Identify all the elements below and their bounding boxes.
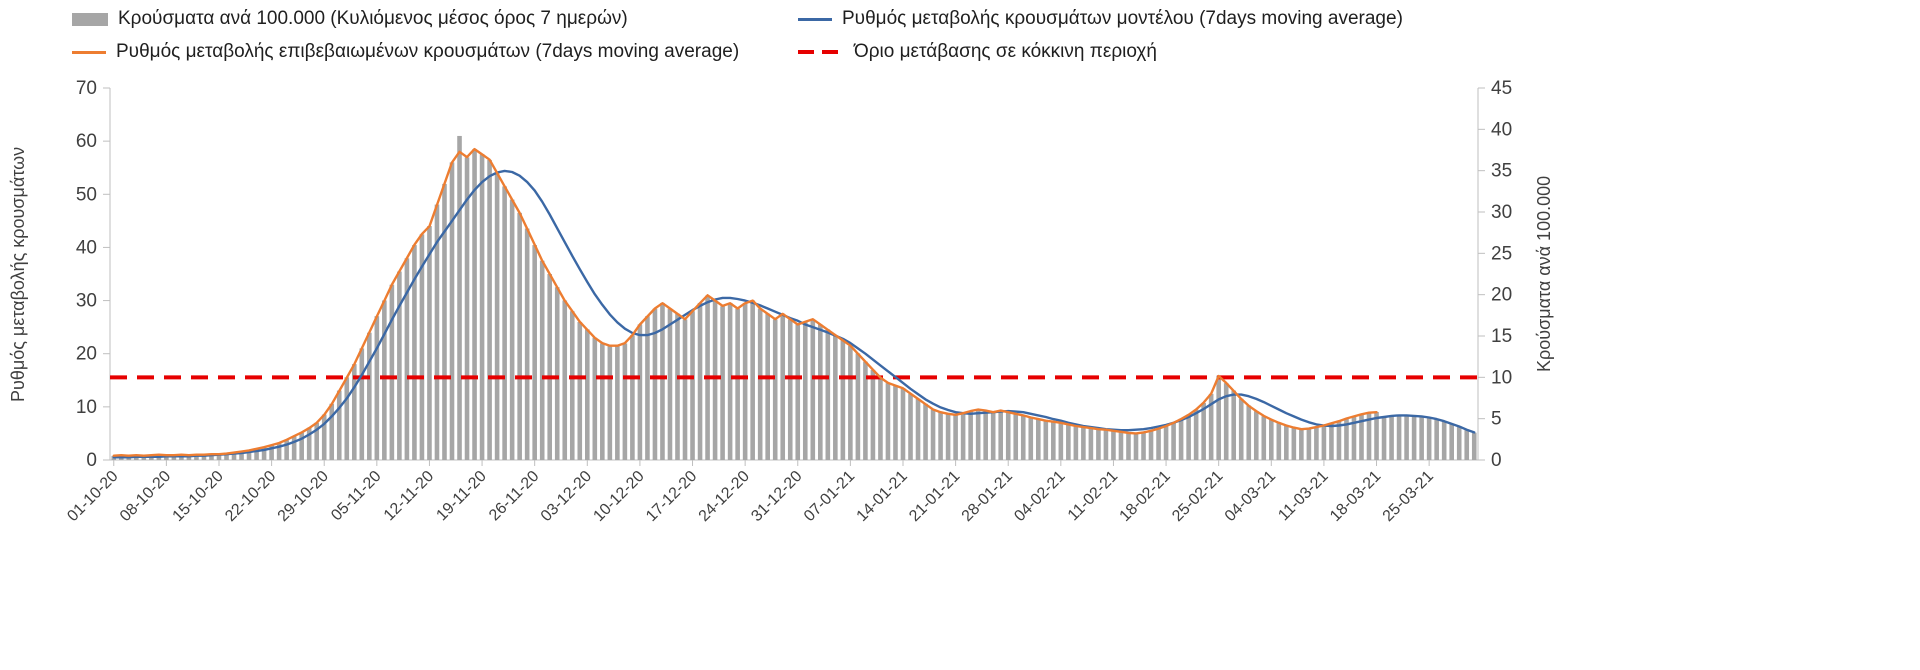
svg-text:0: 0 <box>1491 450 1502 471</box>
svg-text:15: 15 <box>1491 326 1512 347</box>
svg-text:12-11-20: 12-11-20 <box>381 468 438 525</box>
svg-text:14-01-21: 14-01-21 <box>854 468 911 525</box>
legend-item-confirmed-rate: Ρυθμός μεταβολής επιβεβαιωμένων κρουσμάτ… <box>72 41 739 63</box>
svg-text:24-12-20: 24-12-20 <box>696 468 753 525</box>
svg-text:40: 40 <box>1491 119 1512 140</box>
svg-text:30: 30 <box>76 291 97 312</box>
svg-text:15-10-20: 15-10-20 <box>170 468 227 525</box>
svg-text:08-10-20: 08-10-20 <box>117 468 174 525</box>
svg-text:18-03-21: 18-03-21 <box>1327 468 1384 525</box>
svg-text:17-12-20: 17-12-20 <box>643 468 700 525</box>
svg-text:22-10-20: 22-10-20 <box>222 468 279 525</box>
legend-label-red-zone-threshold: Όριο μετάβασης σε κόκκινη περιοχή <box>854 41 1157 62</box>
svg-text:11-02-21: 11-02-21 <box>1065 468 1122 525</box>
svg-text:5: 5 <box>1491 409 1502 430</box>
legend-label-model-rate: Ρυθμός μεταβολής κρουσμάτων μοντέλου (7d… <box>842 8 1403 29</box>
svg-text:11-03-21: 11-03-21 <box>1275 468 1332 525</box>
svg-text:18-02-21: 18-02-21 <box>1117 468 1174 525</box>
svg-text:31-12-20: 31-12-20 <box>748 468 805 525</box>
bar-series-swatch <box>72 12 108 26</box>
svg-text:10: 10 <box>1491 367 1512 388</box>
svg-text:30: 30 <box>1491 202 1512 223</box>
svg-text:07-01-21: 07-01-21 <box>801 468 858 525</box>
legend-item-cases-per-100k: Κρούσματα ανά 100.000 (Κυλιόμενος μέσος … <box>72 8 628 30</box>
svg-text:0: 0 <box>86 450 97 471</box>
svg-text:26-11-20: 26-11-20 <box>486 468 543 525</box>
left-axis-title: Ρυθμός μεταβολής κρουσμάτων <box>8 146 28 402</box>
legend-item-model-rate: Ρυθμός μεταβολής κρουσμάτων μοντέλου (7d… <box>798 8 1403 30</box>
svg-text:25: 25 <box>1491 243 1512 264</box>
threshold-dash-swatch <box>798 50 844 54</box>
svg-text:21-01-21: 21-01-21 <box>906 468 963 525</box>
svg-text:29-10-20: 29-10-20 <box>275 468 332 525</box>
svg-text:03-12-20: 03-12-20 <box>538 468 595 525</box>
svg-text:04-03-21: 04-03-21 <box>1222 468 1279 525</box>
svg-text:45: 45 <box>1491 78 1512 99</box>
svg-text:25-03-21: 25-03-21 <box>1380 468 1437 525</box>
right-axis-title: Κρούσματα ανά 100.000 <box>1534 175 1554 373</box>
svg-text:19-11-20: 19-11-20 <box>433 468 490 525</box>
svg-text:01-10-20: 01-10-20 <box>64 468 121 525</box>
svg-text:04-02-21: 04-02-21 <box>1011 468 1068 525</box>
svg-text:20: 20 <box>76 344 97 365</box>
legend-label-confirmed-rate: Ρυθμός μεταβολής επιβεβαιωμένων κρουσμάτ… <box>116 41 740 62</box>
legend-label-cases-per-100k: Κρούσματα ανά 100.000 (Κυλιόμενος μέσος … <box>118 8 628 29</box>
svg-text:50: 50 <box>76 184 97 205</box>
svg-text:70: 70 <box>76 78 97 99</box>
svg-text:60: 60 <box>76 131 97 152</box>
model-line-swatch <box>798 17 832 21</box>
svg-text:40: 40 <box>76 237 97 258</box>
confirmed-line-swatch <box>72 50 106 54</box>
legend-item-red-zone-threshold: Όριο μετάβασης σε κόκκινη περιοχή <box>798 41 1157 63</box>
svg-text:35: 35 <box>1491 161 1512 182</box>
svg-text:20: 20 <box>1491 285 1512 306</box>
svg-text:28-01-21: 28-01-21 <box>959 468 1016 525</box>
svg-text:25-02-21: 25-02-21 <box>1169 468 1226 525</box>
svg-text:10-12-20: 10-12-20 <box>590 468 647 525</box>
svg-text:10: 10 <box>76 397 97 418</box>
svg-text:05-11-20: 05-11-20 <box>328 468 385 525</box>
